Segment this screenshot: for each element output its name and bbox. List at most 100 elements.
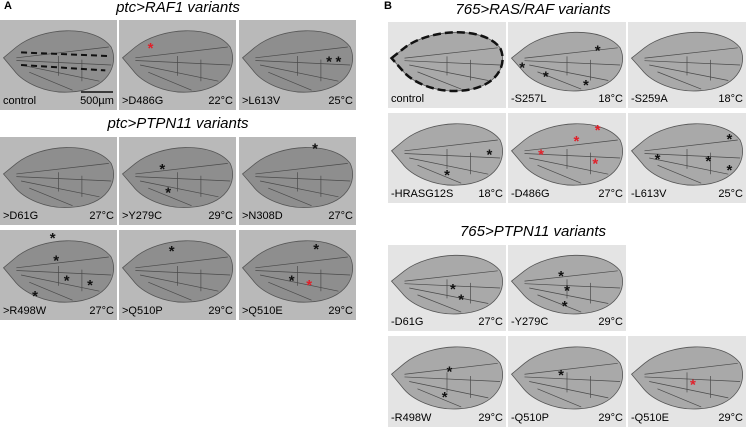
vein — [29, 187, 73, 206]
vein — [20, 64, 100, 82]
dashed-marker — [20, 64, 106, 72]
asterisk: * — [487, 147, 493, 164]
vein — [649, 381, 729, 399]
vein — [135, 176, 231, 182]
section-title: 765>RAS/RAF variants — [455, 1, 611, 18]
vein — [417, 388, 462, 408]
vein — [537, 164, 582, 184]
asterisk: * — [519, 60, 525, 77]
scale-bar-label: 500µm — [80, 95, 114, 107]
genotype-label: -S259A — [631, 93, 668, 105]
section-title: 765>PTPN11 variants — [460, 223, 607, 240]
genotype-label: >N308D — [242, 210, 283, 222]
asterisk: * — [583, 77, 589, 94]
dashed-marker — [21, 51, 108, 57]
vein — [537, 388, 582, 408]
vein — [255, 163, 348, 175]
asterisk: * — [564, 283, 570, 300]
asterisk: * — [442, 389, 448, 406]
vein — [644, 376, 741, 382]
wing-tile: -Q510P 29°C * — [508, 336, 626, 427]
vein — [16, 270, 112, 276]
vein — [524, 60, 621, 66]
temperature-label: 29°C — [598, 316, 623, 328]
asterisk: * — [50, 230, 56, 247]
vein — [255, 176, 351, 182]
vein — [259, 274, 339, 292]
vein — [644, 153, 741, 159]
asterisk: * — [53, 253, 59, 270]
vein — [255, 270, 351, 276]
genotype-label: >D486G — [122, 95, 163, 107]
vein — [135, 256, 228, 269]
vein — [409, 157, 489, 175]
asterisk: * — [87, 277, 93, 294]
genotype-label: -L613V — [631, 188, 667, 200]
wing-tile: -R498W 29°C * * — [388, 336, 506, 427]
asterisk: * — [595, 43, 601, 60]
temperature-label: 29°C — [598, 412, 623, 424]
asterisk: * — [336, 54, 342, 71]
asterisk: * — [450, 281, 456, 298]
asterisk: * — [562, 298, 568, 315]
temperature-label: 27°C — [328, 210, 353, 222]
asterisk: * — [444, 167, 450, 184]
asterisk: * — [543, 68, 549, 85]
vein — [529, 381, 609, 399]
vein — [409, 64, 489, 81]
vein — [417, 164, 462, 184]
vein — [537, 294, 582, 313]
asterisk: * — [289, 273, 295, 290]
vein — [524, 270, 618, 282]
temperature-label: 18°C — [478, 188, 503, 200]
temperature-label: 29°C — [208, 210, 233, 222]
wing-tile: >R498W 27°C * * * * * — [0, 230, 117, 320]
section-title: ptc>PTPN11 variants — [106, 115, 249, 132]
vein — [135, 60, 231, 66]
vein — [16, 46, 109, 59]
wing-tile: -Y279C 29°C*** — [508, 245, 626, 331]
asterisk: * — [306, 277, 312, 294]
wing-tile: -Q510E 29°C * — [628, 336, 746, 427]
vein — [524, 362, 618, 375]
genotype-label: >Q510E — [242, 305, 283, 317]
vein — [268, 281, 312, 301]
temperature-label: 29°C — [718, 412, 743, 424]
vein — [537, 71, 582, 90]
genotype-label: -D61G — [391, 316, 423, 328]
temperature-label: 18°C — [718, 93, 743, 105]
wing-tile: -L613V 25°C * * * * — [628, 113, 746, 203]
vein — [16, 60, 112, 66]
vein — [135, 46, 228, 59]
asterisk: * — [558, 268, 564, 285]
vein — [29, 71, 73, 91]
vein — [529, 287, 609, 304]
vein — [524, 153, 621, 159]
wing-tile: >Y279C 29°C ** — [119, 137, 236, 225]
temperature-label: 29°C — [328, 305, 353, 317]
temperature-label: 27°C — [478, 316, 503, 328]
vein — [255, 46, 348, 59]
wing-tile: -D61G 27°C ** — [388, 245, 506, 331]
asterisk: * — [169, 243, 175, 260]
wing-tile: control 500µm — [0, 20, 117, 110]
vein — [524, 47, 618, 59]
genotype-label: control — [391, 93, 424, 105]
vein — [404, 47, 498, 59]
wing-tile: >L613V 25°C * * — [239, 20, 356, 110]
asterisk: * — [313, 241, 319, 258]
wing-tile: >D486G 22°C * — [119, 20, 236, 110]
vein — [644, 60, 741, 66]
section-title: ptc>RAF1 variants — [115, 0, 240, 16]
asterisk: * — [312, 141, 318, 158]
vein — [148, 281, 192, 301]
asterisk: * — [159, 161, 165, 178]
temperature-label: 25°C — [718, 188, 743, 200]
vein — [404, 153, 501, 159]
vein — [255, 60, 351, 66]
temperature-label: 27°C — [89, 210, 114, 222]
temperature-label: 25°C — [328, 95, 353, 107]
vein — [529, 157, 609, 175]
vein — [657, 164, 702, 184]
